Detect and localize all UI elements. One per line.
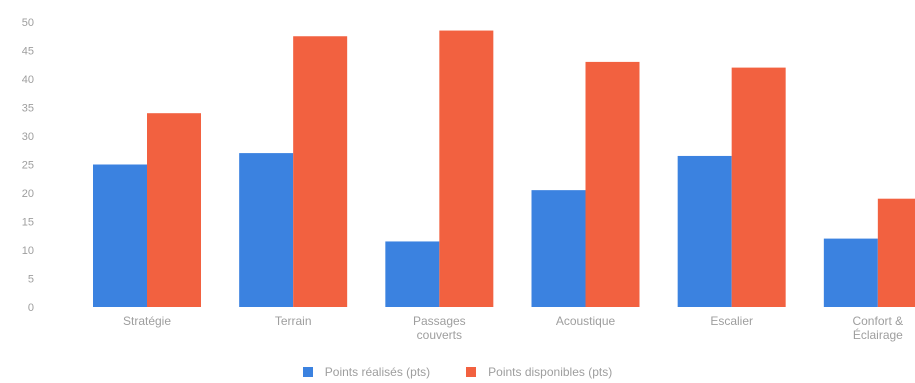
bar-disponibles[interactable] [293, 36, 348, 307]
bar-disponibles[interactable] [585, 61, 640, 308]
y-tick-label: 20 [22, 188, 34, 200]
y-tick-label: 15 [22, 217, 34, 229]
y-tick-label: 10 [22, 245, 34, 257]
x-axis: Stratégie Terrain Passages couverts Acoustiq… [123, 314, 903, 342]
y-tick-label: 35 [22, 103, 34, 115]
y-tick-label: 25 [22, 160, 34, 172]
bar-chart: 0 5 10 15 20 25 30 35 40 45 50 Stratégie Terrain Pas… [22, 17, 915, 342]
bar-disponibles[interactable] [147, 113, 201, 307]
y-axis: 0 5 10 15 20 25 30 35 40 45 50 [22, 17, 34, 314]
x-tick-label: Escalier [710, 314, 753, 328]
x-tick-label: Passages couverts [413, 314, 466, 342]
y-tick-label: 40 [22, 74, 34, 86]
x-tick-label: Acoustique [556, 314, 616, 328]
legend: Points réalisés (pts) Points disponibles… [0, 365, 915, 379]
bar-disponibles[interactable] [439, 30, 494, 308]
legend-swatch-disponibles [466, 367, 477, 377]
x-tick-label: Confort & Éclairage [852, 314, 903, 342]
x-tick-label: Stratégie [123, 314, 171, 328]
y-tick-label: 50 [22, 17, 34, 29]
bars [93, 30, 915, 308]
y-tick-label: 30 [22, 131, 34, 143]
y-tick-label: 45 [22, 46, 34, 58]
bar-realises[interactable] [239, 153, 294, 307]
legend-item-disponibles[interactable]: Points disponibles (pts) [466, 365, 612, 379]
bar-realises[interactable] [823, 238, 878, 307]
legend-swatch-realises [302, 367, 313, 377]
y-tick-label: 0 [28, 302, 34, 314]
bar-realises[interactable] [385, 241, 440, 307]
bar-realises[interactable] [93, 164, 147, 308]
bar-disponibles[interactable] [731, 67, 786, 307]
bar-realises[interactable] [531, 190, 586, 307]
legend-label-realises: Points réalisés (pts) [324, 365, 431, 379]
x-tick-label: Terrain [275, 314, 312, 328]
bar-disponibles[interactable] [877, 198, 915, 307]
bar-realises[interactable] [677, 155, 732, 307]
y-tick-label: 5 [28, 274, 34, 286]
legend-label-disponibles: Points disponibles (pts) [488, 365, 613, 379]
legend-item-realises[interactable]: Points réalisés (pts) [302, 365, 431, 379]
